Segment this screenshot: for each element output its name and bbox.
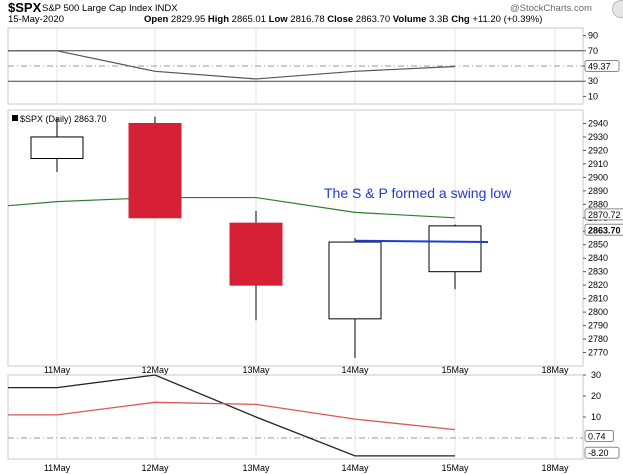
candle-body-14May: [328, 241, 382, 320]
low-label: Low: [268, 14, 288, 25]
top-value-tag-box-0: [584, 59, 620, 72]
price-tick-label-2900: 2900: [588, 172, 608, 182]
price-tick-label-2790: 2790: [588, 321, 608, 331]
bottom-series-line-1: [8, 401, 456, 431]
candle-body-11May: [30, 136, 84, 160]
price-tick-label-2820: 2820: [588, 280, 608, 290]
moving-average-line: [7, 196, 456, 219]
low-value: 2816.78: [290, 14, 325, 25]
top-tick-label-10: 10: [588, 91, 598, 101]
x-label-mid-15May: 15May: [441, 365, 469, 375]
top-tick-label-30: 30: [588, 76, 598, 86]
bottom-series-line-0: [8, 374, 455, 457]
price-legend-icon: [12, 115, 18, 121]
candle-body-15May: [428, 225, 482, 273]
price-tick-label-2830: 2830: [588, 267, 608, 277]
chg-value: +11.20 (+0.39%): [472, 14, 543, 25]
top-tick-label-90: 90: [588, 31, 598, 41]
price-tick-label-2920: 2920: [588, 145, 608, 155]
top-tick-label-70: 70: [588, 46, 598, 56]
x-label-bottom-14May: 14May: [341, 463, 369, 473]
open-value: 2829.95: [170, 14, 206, 25]
price-tick-label-2910: 2910: [588, 159, 608, 169]
x-label-bottom-18May: 18May: [541, 463, 569, 473]
candle-body-13May: [229, 222, 283, 286]
candle-body-12May: [128, 122, 182, 219]
close-label: Close: [327, 14, 354, 25]
x-label-bottom-11May: 11May: [44, 463, 71, 473]
x-label-mid-13May: 13May: [242, 365, 270, 375]
index-name: S&P 500 Large Cap Index INDX: [42, 3, 178, 14]
price-tick-label-2880: 2880: [588, 199, 608, 209]
price-tick-label-2810: 2810: [588, 294, 608, 304]
price-tick-label-2840: 2840: [588, 253, 608, 263]
volume-value: 3.3B: [429, 14, 449, 25]
quote-summary: Open 2829.95 High 2865.01 Low 2816.78 Cl…: [144, 14, 542, 25]
x-label-bottom-13May: 13May: [242, 463, 270, 473]
price-tick-label-2930: 2930: [588, 132, 608, 142]
bottom-value-tag-0: 0.74: [588, 431, 606, 441]
corner-badge-icon: [612, 0, 623, 18]
bottom-value-tag-box-0: [584, 429, 614, 442]
price-tick-label-2850: 2850: [588, 240, 608, 250]
chg-label: Chg: [451, 14, 470, 25]
volume-label: Volume: [392, 14, 427, 25]
high-label: High: [207, 14, 230, 25]
price-tick-label-2780: 2780: [588, 334, 608, 344]
price-legend: $SPX (Daily) 2863.70: [20, 114, 107, 124]
top-indicator-line: [8, 50, 456, 80]
x-label-mid-14May: 14May: [341, 365, 369, 375]
price-tick-label-2800: 2800: [588, 307, 608, 317]
bottom-value-tag-box-1: [584, 446, 620, 459]
bottom-tick-label-20: 20: [591, 391, 601, 401]
price-value-tag-box-1: [584, 223, 623, 236]
close-value: 2863.70: [355, 14, 391, 25]
bottom-tick-label-30: 30: [591, 370, 601, 380]
stockcharts-credit: @StockCharts.com: [510, 3, 592, 14]
x-label-mid-11May: 11May: [44, 365, 71, 375]
chart-date: 15-May-2020: [8, 14, 64, 25]
x-label-mid-12May: 12May: [141, 365, 169, 375]
x-label-mid-18May: 18May: [541, 365, 569, 375]
price-tick-label-2770: 2770: [588, 348, 608, 358]
x-label-bottom-12May: 12May: [141, 463, 169, 473]
price-value-tag-1: 2863.70: [588, 225, 621, 235]
bottom-panel-frame: [7, 374, 584, 460]
ticker-symbol: $SPX: [8, 0, 42, 15]
top-value-tag-0: 49.37: [588, 61, 611, 71]
price-value-tag-box-0: [584, 208, 623, 221]
swing-low-annotation: The S & P formed a swing low: [324, 185, 512, 201]
bottom-tick-label-10: 10: [591, 412, 601, 422]
price-tick-label-2940: 2940: [588, 118, 608, 128]
open-label: Open: [144, 14, 169, 25]
price-value-tag-0: 2870.72: [588, 210, 621, 220]
price-tick-label-2890: 2890: [588, 186, 608, 196]
x-label-bottom-15May: 15May: [441, 463, 469, 473]
price-panel-frame: [7, 109, 584, 367]
high-value: 2865.01: [231, 14, 266, 25]
swing-low-line: [354, 239, 489, 244]
bottom-value-tag-1: -8.20: [588, 448, 609, 458]
